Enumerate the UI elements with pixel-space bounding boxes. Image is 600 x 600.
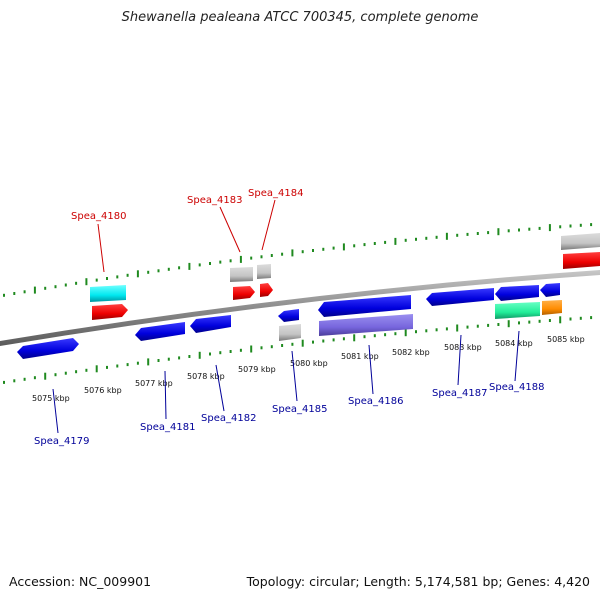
gene-label-spea-4181: Spea_4181	[140, 422, 195, 433]
features-bottom-strand	[17, 283, 562, 359]
leader-spea-4186	[368, 344, 374, 395]
gene-label-spea-4185: Spea_4185	[272, 404, 327, 415]
leader-spea-4182	[215, 364, 225, 412]
scale-label: 5078 kbp	[187, 372, 225, 381]
gene-small-blue-right	[540, 283, 560, 297]
gene-top-red-right	[563, 252, 600, 269]
gene-label-spea-4179: Spea_4179	[34, 436, 89, 447]
genome-backbone	[0, 270, 600, 346]
gene-spea-4183-red	[233, 286, 255, 300]
gene-label-spea-4184: Spea_4184	[248, 188, 303, 199]
scale-label: 5076 kbp	[84, 386, 122, 395]
leader-spea-4180	[97, 223, 105, 273]
scale-labels: 5075 kbp 5076 kbp 5077 kbp 5078 kbp 5079…	[32, 335, 585, 403]
gene-spea-4181	[135, 322, 185, 341]
accession-text: Accession: NC_009901	[9, 574, 152, 589]
gene-label-spea-4180: Spea_4180	[71, 211, 126, 222]
scale-label: 5081 kbp	[341, 352, 379, 361]
scale-label: 5083 kbp	[444, 343, 482, 352]
gene-spea-4188-green	[495, 302, 540, 319]
gene-spea-4182	[190, 315, 231, 333]
gene-label-spea-4188: Spea_4188	[489, 382, 544, 393]
scale-label: 5077 kbp	[135, 379, 173, 388]
scale-label: 5079 kbp	[238, 365, 276, 374]
features-top-strand	[90, 233, 600, 320]
scale-label: 5075 kbp	[32, 394, 70, 403]
leader-spea-4181	[164, 370, 167, 420]
gene-spea-4185-blue	[278, 309, 299, 322]
leader-spea-4184	[261, 199, 276, 251]
gene-spea-4188-blue	[495, 285, 539, 301]
gene-label-spea-4186: Spea_4186	[348, 396, 403, 407]
scale-label: 5080 kbp	[290, 359, 328, 368]
scale-label: 5084 kbp	[495, 339, 533, 348]
gene-label-spea-4187: Spea_4187	[432, 388, 487, 399]
gene-spea-4183-grey	[230, 267, 253, 282]
leader-spea-4187	[457, 334, 462, 386]
leader-spea-4179	[52, 388, 59, 434]
gene-spea-4185-grey	[279, 324, 301, 341]
scale-ticks	[3, 223, 593, 384]
gene-orange-right	[542, 300, 562, 315]
scale-label: 5085 kbp	[547, 335, 585, 344]
gene-spea-4187	[426, 288, 494, 306]
map-title: Shewanella pealeana ATCC 700345, complet…	[121, 10, 479, 25]
gene-spea-4184-grey	[257, 264, 271, 279]
gene-top-grey-right	[561, 233, 600, 250]
leader-spea-4183	[219, 206, 241, 253]
gene-spea-4186-purple	[319, 314, 413, 336]
leader-spea-4188	[514, 330, 520, 382]
gene-spea-4180-cyan	[90, 285, 126, 302]
gene-spea-4179	[17, 338, 79, 359]
gene-label-spea-4183: Spea_4183	[187, 195, 242, 206]
gene-spea-4184-red	[260, 283, 273, 297]
gene-labels: Spea_4180 Spea_4183 Spea_4184 Spea_4179 …	[34, 188, 544, 447]
gene-spea-4186-blue	[318, 295, 411, 317]
scale-label: 5082 kbp	[392, 348, 430, 357]
gene-label-spea-4182: Spea_4182	[201, 413, 256, 424]
leader-spea-4185	[291, 350, 298, 402]
label-leaders	[52, 199, 520, 434]
gene-spea-4180-red	[92, 304, 128, 320]
genome-summary-text: Topology: circular; Length: 5,174,581 bp…	[246, 574, 590, 589]
